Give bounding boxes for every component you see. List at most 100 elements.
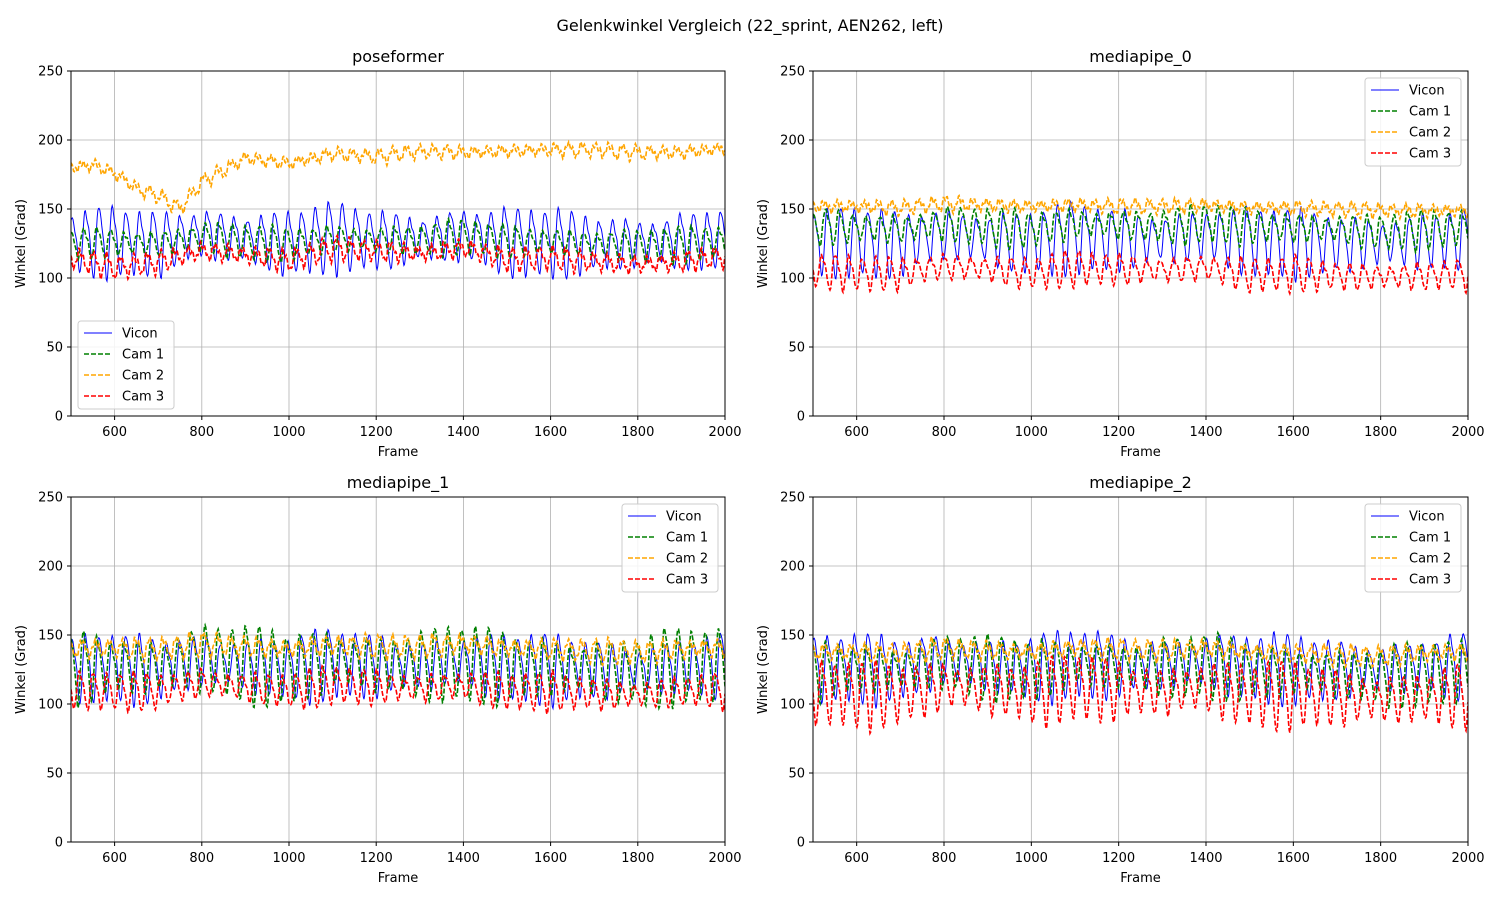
y-tick-label: 100 <box>780 698 805 713</box>
x-tick-label: 600 <box>844 851 869 866</box>
y-tick-label: 200 <box>780 560 805 575</box>
x-tick-label: 1600 <box>1277 851 1310 866</box>
y-tick-label: 250 <box>780 65 805 80</box>
x-tick-label: 800 <box>189 425 214 440</box>
x-tick-label: 1600 <box>534 425 567 440</box>
x-axis-label: Frame <box>1120 871 1161 886</box>
x-tick-label: 1400 <box>447 851 480 866</box>
y-tick-label: 50 <box>788 341 805 356</box>
y-tick-label: 0 <box>797 836 805 851</box>
y-tick-label: 0 <box>797 410 805 425</box>
y-axis-label: Winkel (Grad) <box>756 199 771 288</box>
x-tick-label: 1000 <box>1015 851 1048 866</box>
y-tick-label: 50 <box>788 767 805 782</box>
x-tick-label: 1600 <box>1277 425 1310 440</box>
subplot-mediapipe-1: 600 800 1000 1200 1400 1600 1800 2000 0 50 100 150 2… <box>14 473 742 886</box>
legend: Vicon Cam 1 Cam 2 Cam 3 <box>621 503 719 593</box>
legend-label-cam-1: Cam 1 <box>666 531 708 546</box>
y-axis-label: Winkel (Grad) <box>756 625 771 714</box>
legend-label-cam-3: Cam 3 <box>1409 147 1451 162</box>
axes-frame <box>812 70 1469 417</box>
x-tick-label: 1800 <box>1364 851 1397 866</box>
legend-label-vicon: Vicon <box>666 510 702 525</box>
legend-label-cam-2: Cam 2 <box>666 552 708 567</box>
series-line-cam-1 <box>813 630 1468 711</box>
legend-label-cam-3: Cam 3 <box>666 573 708 588</box>
y-tick-label: 100 <box>38 698 63 713</box>
legend-label-cam-3: Cam 3 <box>122 390 164 405</box>
series-line-vicon <box>71 200 725 284</box>
axes-frame <box>70 496 726 843</box>
y-tick-label: 250 <box>780 491 805 506</box>
series-line-cam-1 <box>813 201 1468 255</box>
subplot-title: mediapipe_0 <box>1089 47 1192 67</box>
legend: Vicon Cam 1 Cam 2 Cam 3 <box>77 320 175 410</box>
x-tick-label: 1400 <box>447 425 480 440</box>
series-line-cam-3 <box>71 233 725 282</box>
x-axis-label: Frame <box>1120 445 1161 460</box>
figure-title: Gelenkwinkel Vergleich (22_sprint, AEN26… <box>556 16 944 35</box>
legend-label-cam-2: Cam 2 <box>1409 126 1451 141</box>
x-tick-label: 800 <box>189 851 214 866</box>
x-tick-label: 2000 <box>1451 425 1484 440</box>
series-line-cam-3 <box>813 248 1468 297</box>
x-tick-label: 600 <box>102 851 127 866</box>
axes-frame <box>70 70 726 417</box>
x-axis-label: Frame <box>378 871 419 886</box>
x-tick-label: 2000 <box>708 425 741 440</box>
y-tick-label: 200 <box>780 134 805 149</box>
legend-label-cam-1: Cam 1 <box>1409 531 1451 546</box>
x-tick-label: 1000 <box>1015 425 1048 440</box>
series-line-cam-2 <box>813 193 1468 222</box>
series-line-cam-3 <box>71 664 725 717</box>
series-line-cam-2 <box>813 633 1468 670</box>
x-tick-label: 600 <box>844 425 869 440</box>
x-tick-label: 1600 <box>534 851 567 866</box>
y-tick-label: 50 <box>46 767 63 782</box>
series-line-cam-2 <box>71 628 725 668</box>
subplot-mediapipe-0: 600 800 1000 1200 1400 1600 1800 2000 0 50 100 150 2… <box>756 47 1485 460</box>
series-line-cam-1 <box>71 216 725 267</box>
subplot-title: mediapipe_1 <box>347 473 450 493</box>
legend-label-cam-2: Cam 2 <box>1409 552 1451 567</box>
series-line-cam-2 <box>71 139 725 216</box>
y-tick-label: 200 <box>38 134 63 149</box>
x-tick-label: 1800 <box>1364 425 1397 440</box>
x-tick-label: 2000 <box>1451 851 1484 866</box>
y-tick-label: 100 <box>38 272 63 287</box>
y-tick-label: 0 <box>55 836 63 851</box>
y-tick-label: 200 <box>38 560 63 575</box>
series-line-cam-1 <box>71 622 725 712</box>
legend: Vicon Cam 1 Cam 2 Cam 3 <box>1364 77 1462 167</box>
subplot-poseformer: 600 800 1000 1200 1400 1600 1800 2000 0 50 100 150 2… <box>14 47 742 460</box>
legend-label-vicon: Vicon <box>1409 84 1445 99</box>
subplot-mediapipe-2: 600 800 1000 1200 1400 1600 1800 2000 0 50 100 150 2… <box>756 473 1485 886</box>
x-tick-label: 1200 <box>1102 851 1135 866</box>
x-tick-label: 1000 <box>272 425 305 440</box>
x-tick-label: 1400 <box>1189 425 1222 440</box>
y-axis-label: Winkel (Grad) <box>14 199 29 288</box>
subplot-title: mediapipe_2 <box>1089 473 1192 493</box>
y-tick-label: 0 <box>55 410 63 425</box>
legend-label-vicon: Vicon <box>1409 510 1445 525</box>
y-tick-label: 150 <box>780 629 805 644</box>
y-axis-label: Winkel (Grad) <box>14 625 29 714</box>
x-tick-label: 2000 <box>708 851 741 866</box>
legend-label-vicon: Vicon <box>122 327 158 342</box>
y-tick-label: 100 <box>780 272 805 287</box>
legend-label-cam-1: Cam 1 <box>1409 105 1451 120</box>
series-line-cam-3 <box>813 653 1468 737</box>
y-tick-label: 250 <box>38 491 63 506</box>
x-tick-label: 1000 <box>272 851 305 866</box>
x-tick-label: 1200 <box>1102 425 1135 440</box>
y-tick-label: 250 <box>38 65 63 80</box>
legend-label-cam-2: Cam 2 <box>122 369 164 384</box>
x-tick-label: 1200 <box>360 425 393 440</box>
y-tick-label: 150 <box>38 203 63 218</box>
y-tick-label: 150 <box>780 203 805 218</box>
axes-frame <box>812 496 1469 843</box>
x-tick-label: 600 <box>102 425 127 440</box>
x-tick-label: 800 <box>932 851 957 866</box>
legend: Vicon Cam 1 Cam 2 Cam 3 <box>1364 503 1462 593</box>
x-tick-label: 800 <box>932 425 957 440</box>
